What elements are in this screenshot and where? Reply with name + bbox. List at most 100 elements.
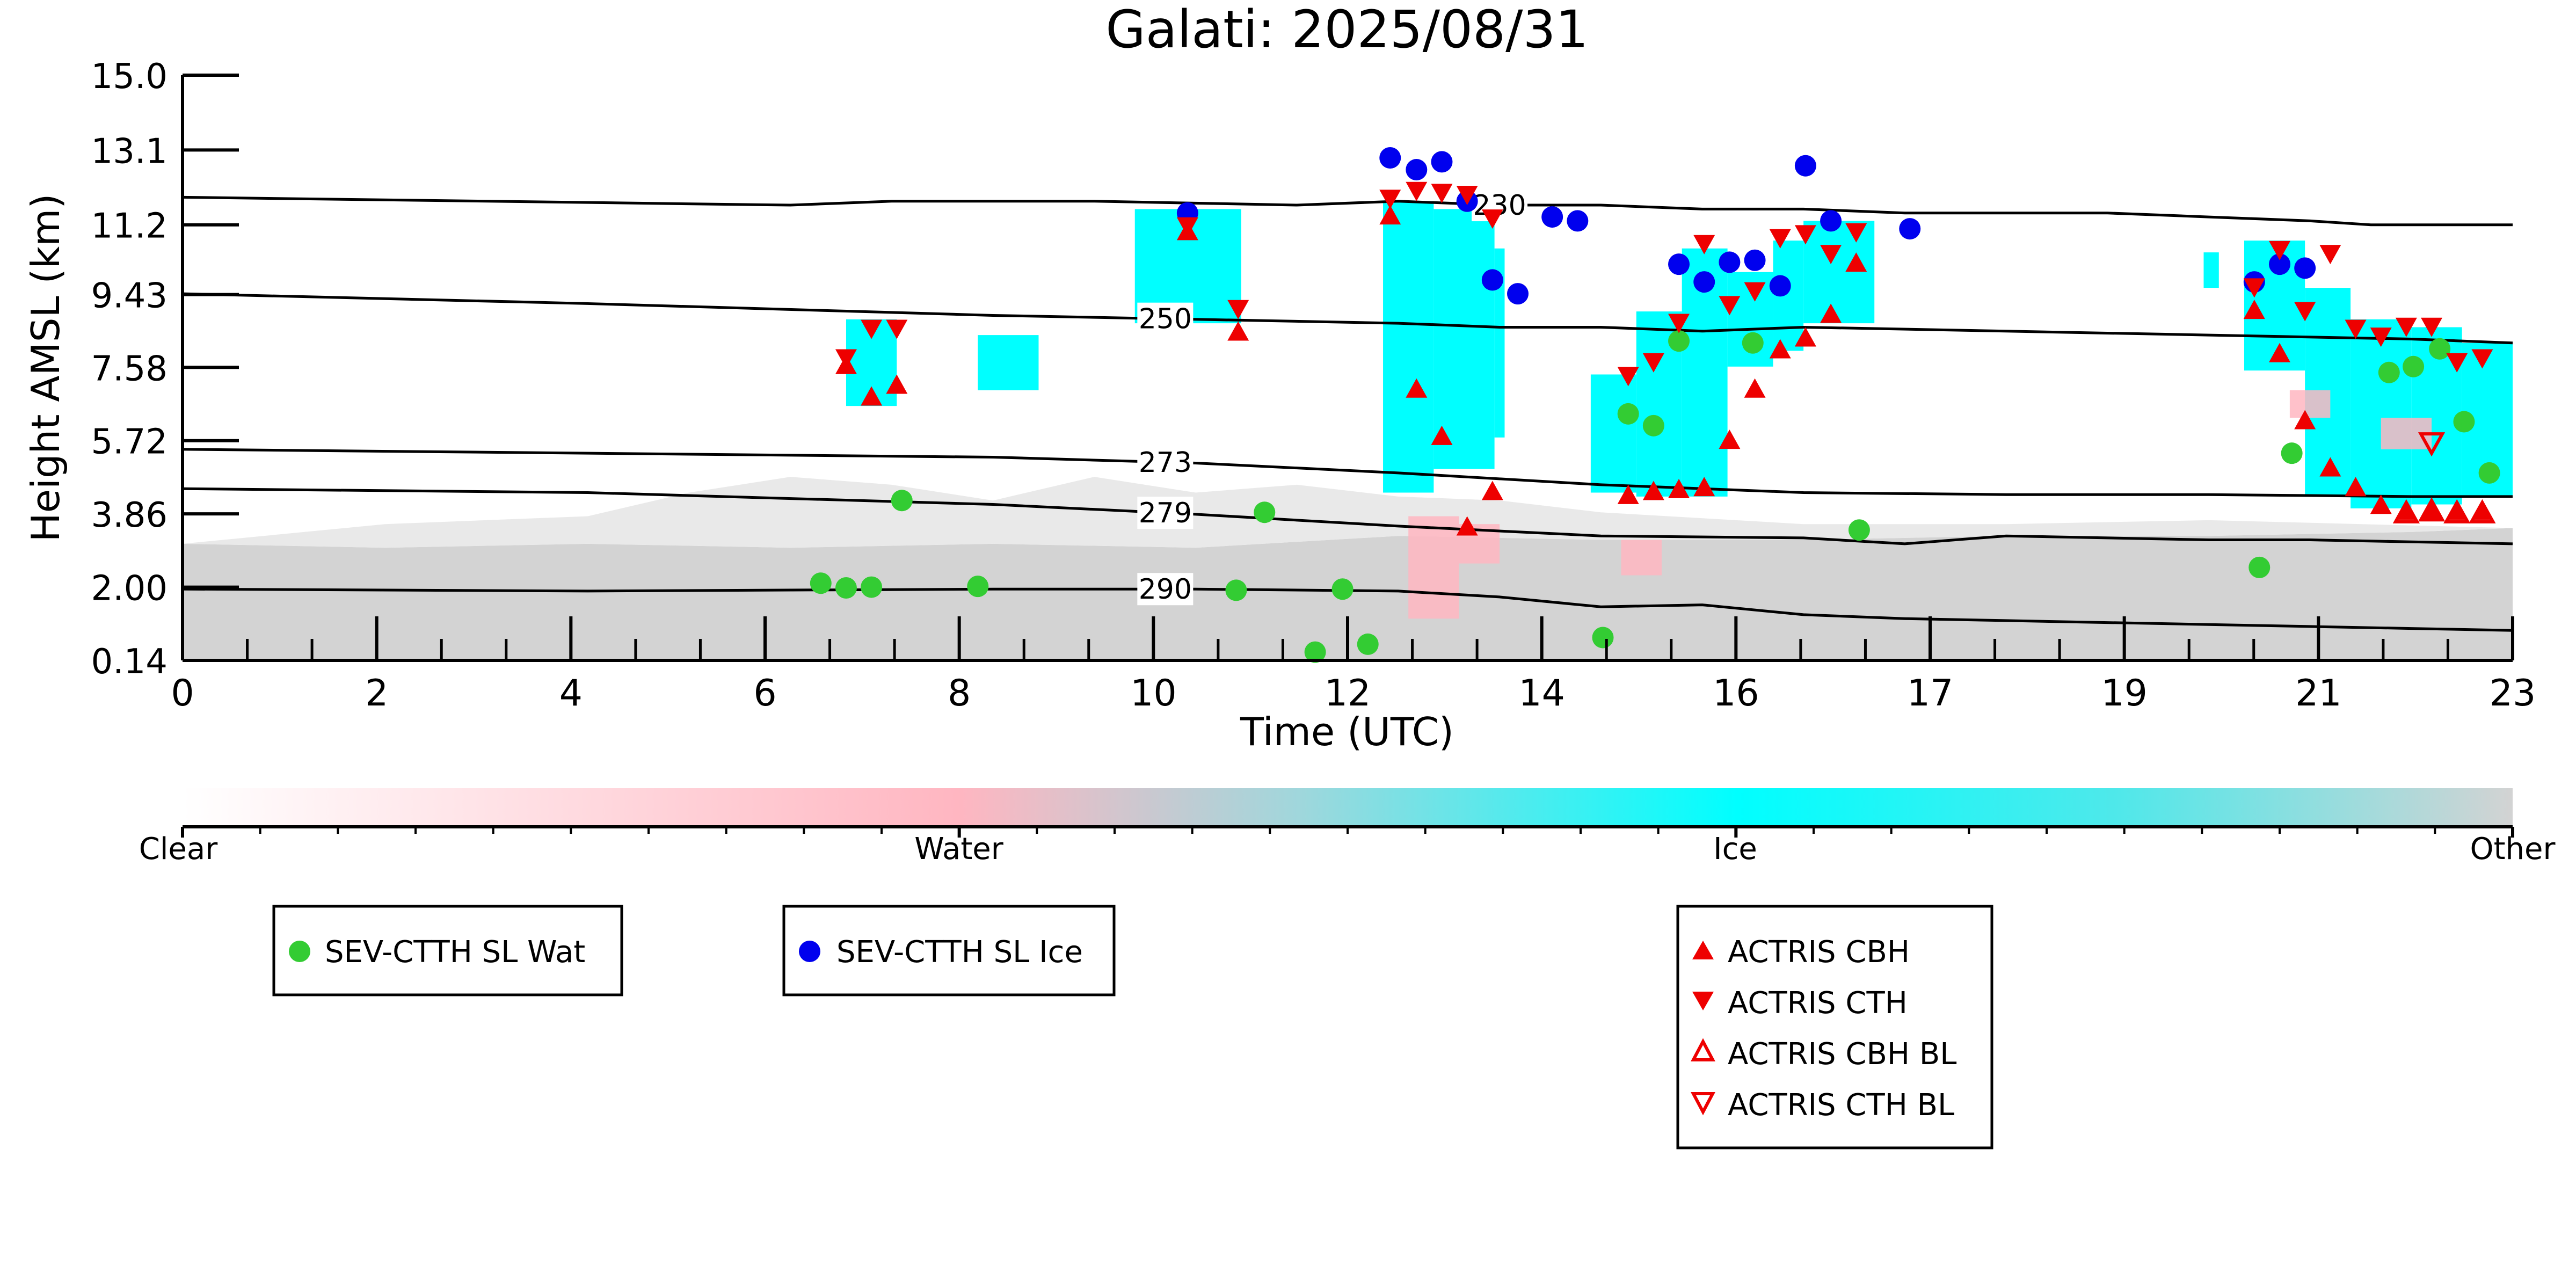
marker-sev-ctth-sl-ice: [1668, 253, 1690, 275]
contour-label: 290: [1139, 573, 1192, 606]
contour-label: 279: [1139, 497, 1192, 529]
x-tick-label: 23: [2490, 672, 2536, 715]
marker-actris-cbh: [2370, 494, 2392, 514]
contour-label: 250: [1139, 303, 1192, 336]
ice-mask-patch: [1803, 221, 1875, 324]
marker-actris-cbh: [1794, 327, 1816, 347]
marker-actris-cbh: [2345, 477, 2367, 497]
marker-actris-cth: [2294, 302, 2316, 322]
contour-label-bg: [1137, 446, 1194, 478]
marker-actris-cth: [2421, 317, 2443, 337]
contour-label: 230: [1473, 190, 1526, 222]
x-tick-label: 17: [1907, 672, 1954, 715]
ice-mask-patch: [1383, 201, 1434, 493]
marker-actris-cbh-bl: [2392, 499, 2420, 523]
marker-sev-ctth-sl-ice: [1820, 210, 1842, 232]
marker-actris-cbh: [1668, 478, 1690, 498]
data-markers: [810, 147, 2500, 663]
marker-actris-cth: [1431, 184, 1453, 203]
marker-sev-ctth-sl-ice: [1406, 159, 1428, 181]
x-tick-label: 4: [559, 672, 583, 715]
marker-sev-ctth-sl-wat: [1848, 519, 1870, 541]
marker-sev-ctth-sl-wat: [1331, 578, 1354, 600]
marker-actris-cth: [2370, 328, 2392, 347]
legend-marker-sev-ice: [799, 941, 820, 962]
marker-sev-ctth-sl-wat: [1642, 414, 1664, 436]
marker-actris-cth: [2269, 241, 2290, 260]
marker-actris-cth: [1769, 229, 1791, 249]
ice-mask-patch: [2351, 319, 2412, 508]
colorbar-gradient: [183, 788, 2513, 827]
marker-actris-cth: [1617, 367, 1639, 387]
x-tick-label: 10: [1130, 672, 1177, 715]
y-tick-label: 3.86: [91, 496, 168, 535]
marker-sev-ctth-sl-wat: [810, 572, 832, 594]
colorbar-label-ice: Ice: [1713, 832, 1757, 867]
marker-actris-cbh: [1769, 339, 1791, 359]
marker-sev-ctth-sl-wat: [1254, 501, 1276, 523]
marker-actris-cth: [1406, 181, 1428, 201]
marker-sev-ctth-sl-ice: [1899, 218, 1921, 240]
marker-sev-ctth-sl-wat: [1742, 332, 1764, 354]
marker-actris-cth: [886, 319, 908, 339]
legend-marker-actris-cth-bl: [1691, 1092, 1715, 1116]
colorbar: Clear Water Ice Other: [139, 788, 2556, 867]
legend-label-actris-cth-bl: ACTRIS CTH BL: [1728, 1088, 1954, 1123]
marker-actris-cbh: [886, 374, 908, 394]
marker-actris-cth: [1227, 300, 1249, 319]
legend-marker-actris-cbh: [1692, 941, 1714, 959]
contour-line: [182, 195, 2513, 227]
legend-marker-actris-cth: [1692, 992, 1714, 1010]
y-tick-label: 2.00: [91, 569, 168, 609]
colorbar-label-water: Water: [914, 832, 1004, 867]
marker-sev-ctth-sl-ice: [1431, 151, 1453, 173]
marker-sev-ctth-sl-ice: [1693, 271, 1715, 293]
legend-marker-actris-cbh-bl: [1691, 1038, 1715, 1061]
legend-label-sev-wat: SEV-CTTH SL Wat: [325, 935, 585, 970]
ice-mask-patch: [1590, 374, 1636, 493]
marker-actris-cth: [2446, 353, 2468, 373]
marker-sev-ctth-sl-ice: [1719, 251, 1741, 273]
marker-actris-cth: [1693, 235, 1715, 254]
legend-marker-sev-wat: [289, 941, 310, 962]
other-mask-haze: [183, 477, 2513, 548]
marker-sev-ctth-sl-wat: [2378, 361, 2400, 383]
marker-actris-cth: [2395, 317, 2417, 337]
x-tick-label: 21: [2295, 672, 2342, 715]
marker-actris-cth: [1668, 314, 1690, 333]
legend-box-actris: ACTRIS CBH ACTRIS CTH ACTRIS CBH BL ACTR…: [1676, 905, 1993, 1149]
marker-actris-cth: [835, 349, 857, 369]
marker-sev-ctth-sl-ice: [1744, 249, 1766, 271]
x-tick-label: 2: [365, 672, 388, 715]
marker-actris-cbh: [1693, 477, 1715, 497]
marker-sev-ctth-sl-wat: [1225, 579, 1247, 601]
marker-sev-ctth-sl-ice: [1769, 275, 1791, 297]
marker-sev-ctth-sl-ice: [1567, 210, 1589, 232]
marker-sev-ctth-sl-wat: [2281, 442, 2303, 464]
marker-sev-ctth-sl-ice: [1507, 283, 1529, 305]
marker-sev-ctth-sl-ice: [2269, 253, 2290, 275]
marker-actris-cbh: [2294, 410, 2316, 430]
marker-actris-cth: [861, 319, 883, 339]
legend-label-actris-cbh-bl: ACTRIS CBH BL: [1728, 1037, 1956, 1072]
marker-sev-ctth-sl-wat: [1357, 633, 1379, 655]
contour-label-bg: [1137, 302, 1194, 335]
marker-actris-cth: [1481, 209, 1503, 229]
marker-sev-ctth-sl-wat: [1592, 627, 1614, 649]
marker-actris-cth: [1845, 223, 1867, 243]
marker-sev-ctth-sl-ice: [1379, 147, 1401, 169]
marker-sev-ctth-sl-wat: [1668, 330, 1690, 352]
marker-actris-cbh: [1642, 481, 1664, 500]
y-tick-label: 5.72: [91, 423, 168, 462]
marker-actris-cth: [2471, 349, 2493, 369]
contour-line: [182, 292, 2513, 345]
marker-sev-ctth-sl-wat: [2248, 556, 2271, 578]
ice-mask-patch: [2203, 252, 2219, 288]
x-axis-label: Time (UTC): [1240, 709, 1454, 754]
marker-sev-ctth-sl-wat: [2478, 462, 2500, 484]
ice-mask-patch: [1494, 248, 1505, 438]
marker-actris-cth-bl: [2418, 432, 2446, 457]
colorbar-label-other: Other: [2470, 832, 2556, 867]
